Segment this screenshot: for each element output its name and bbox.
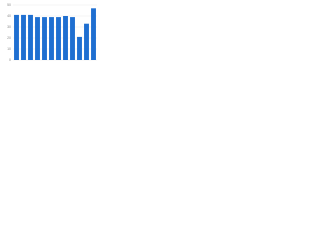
y-tick-label: 40 [7, 14, 11, 18]
y-tick-label: 20 [7, 36, 11, 40]
chart: 0 10 20 30 40 50 [7, 3, 97, 62]
bar [42, 17, 47, 61]
bar [49, 17, 54, 61]
bar [14, 14, 19, 60]
bar [70, 17, 75, 61]
bar [91, 8, 96, 61]
bar [28, 14, 33, 60]
page: {"chart_data": {"type": "bar", "categori… [0, 0, 100, 71]
y-tick-label: 30 [7, 25, 11, 29]
bar [63, 16, 68, 60]
bar [84, 23, 89, 60]
bar [56, 17, 61, 61]
y-tick-label: 50 [7, 3, 11, 7]
bar [21, 14, 26, 60]
bar [77, 36, 82, 60]
y-tick-label: 10 [7, 47, 11, 51]
y-tick-label: 0 [9, 58, 11, 62]
bar [35, 17, 40, 61]
